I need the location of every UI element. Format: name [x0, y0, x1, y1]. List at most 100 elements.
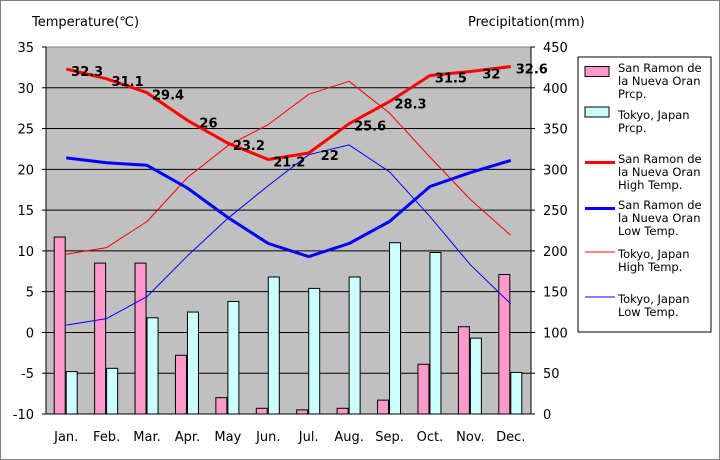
bar-oran-prcp [377, 399, 390, 415]
x-tick-label: Nov. [456, 430, 485, 445]
legend-swatch [584, 66, 610, 77]
line-oran-high-temp [65, 65, 511, 161]
legend-label: la Nueva Oran [618, 165, 701, 179]
y-right-tick-label: 300 [543, 163, 568, 178]
bar-tokyo-prcp [186, 311, 199, 415]
bar-oran-prcp [336, 407, 349, 415]
legend-label: San Ramon de [618, 198, 702, 212]
bar-oran-prcp [417, 363, 430, 415]
legend-label: San Ramon de [618, 61, 702, 75]
bar-oran-prcp [53, 236, 66, 415]
bar-oran-prcp [134, 262, 147, 415]
legend-label: Tokyo, Japan [617, 108, 690, 122]
x-tick-label: Oct. [417, 430, 444, 445]
y-right-tick-label: 0 [543, 408, 551, 423]
y-left-axis-title: Temperature(℃) [31, 15, 139, 30]
y-right-tick-label: 450 [543, 41, 568, 56]
legend-box [577, 56, 712, 333]
data-label-oran-high: 22 [321, 149, 339, 164]
x-tick-label: Sep. [375, 430, 404, 445]
x-tick-label: May [214, 430, 241, 445]
bar-tokyo-prcp [106, 367, 119, 415]
bar-oran-prcp [296, 409, 309, 415]
legend-label: Prcp. [618, 87, 647, 101]
plot-area [45, 46, 532, 415]
bar-oran-prcp [255, 407, 268, 415]
data-label-oran-high: 32.6 [516, 63, 548, 78]
y-right-tick-label: 400 [543, 82, 568, 97]
y-left-tick-label: 20 [17, 163, 34, 178]
y-left-tick-label: 5 [26, 286, 34, 301]
y-left-tick-label: 0 [26, 326, 34, 341]
y-right-tick-label: 250 [543, 204, 568, 219]
legend-label: Low Temp. [618, 305, 679, 319]
y-left-tick-label: 30 [17, 82, 34, 97]
bar-oran-prcp [498, 274, 511, 415]
data-label-oran-high: 32 [482, 67, 500, 82]
x-tick-label: Jun. [255, 430, 280, 445]
y-right-tick-label: 350 [543, 123, 568, 138]
bar-tokyo-prcp [510, 371, 523, 415]
y-left-tick-label: 35 [17, 41, 34, 56]
legend-label: la Nueva Oran [618, 74, 701, 88]
bar-tokyo-prcp [227, 300, 240, 415]
legend-label: San Ramon de [618, 152, 702, 166]
x-tick-label: Jan. [53, 430, 78, 445]
y-left-tick-label: 10 [17, 245, 34, 260]
legend-label: Low Temp. [618, 224, 679, 238]
y-right-axis-title: Precipitation(mm) [468, 15, 585, 30]
data-label-oran-high: 32.3 [71, 65, 103, 80]
bar-tokyo-prcp [65, 371, 78, 415]
bar-tokyo-prcp [146, 317, 159, 415]
y-right-tick-label: 200 [543, 245, 568, 260]
line-oran-low-temp [66, 156, 512, 259]
legend-label: Tokyo, Japan [617, 247, 690, 261]
y-right-tick-label: 50 [543, 367, 560, 382]
y-left-tick-label: -5 [21, 367, 34, 382]
data-label-oran-high: 28.3 [395, 98, 427, 113]
data-label-oran-high: 29.4 [152, 89, 184, 104]
bar-tokyo-prcp [469, 337, 482, 415]
y-right-tick-label: 100 [543, 326, 568, 341]
y-right-tick-label: 150 [543, 286, 568, 301]
bar-oran-prcp [457, 326, 470, 415]
data-label-oran-high: 25.6 [354, 120, 386, 135]
data-label-oran-high: 21.2 [273, 156, 305, 171]
bar-tokyo-prcp [308, 287, 321, 415]
x-tick-label: Jul. [298, 430, 319, 445]
x-tick-label: Aug. [334, 430, 364, 445]
bar-tokyo-prcp [348, 276, 361, 415]
legend-label: High Temp. [618, 178, 682, 192]
bar-oran-prcp [94, 262, 107, 415]
legend-label: High Temp. [618, 260, 682, 274]
y-left-tick-label: 15 [17, 204, 34, 219]
line-tokyo-high-temp [66, 80, 512, 255]
x-tick-label: Mar. [133, 430, 160, 445]
bar-oran-prcp [215, 397, 228, 415]
bar-tokyo-prcp [429, 252, 442, 415]
data-label-oran-high: 31.5 [435, 72, 467, 87]
x-tick-label: Dec. [496, 430, 525, 445]
legend-swatch [584, 106, 610, 118]
legend-label: la Nueva Oran [618, 211, 701, 225]
legend-label: Tokyo, Japan [617, 292, 690, 306]
bar-tokyo-prcp [389, 242, 402, 415]
data-label-oran-high: 23.2 [233, 139, 265, 154]
data-label-oran-high: 31.1 [112, 75, 144, 90]
x-tick-label: Apr. [175, 430, 200, 445]
bar-oran-prcp [174, 354, 187, 415]
data-label-oran-high: 26 [199, 116, 217, 131]
x-tick-label: Feb. [93, 430, 120, 445]
bar-tokyo-prcp [267, 276, 280, 415]
y-left-tick-label: 25 [17, 123, 34, 138]
line-tokyo-low-temp [66, 144, 512, 326]
legend-label: Prcp. [618, 121, 647, 135]
